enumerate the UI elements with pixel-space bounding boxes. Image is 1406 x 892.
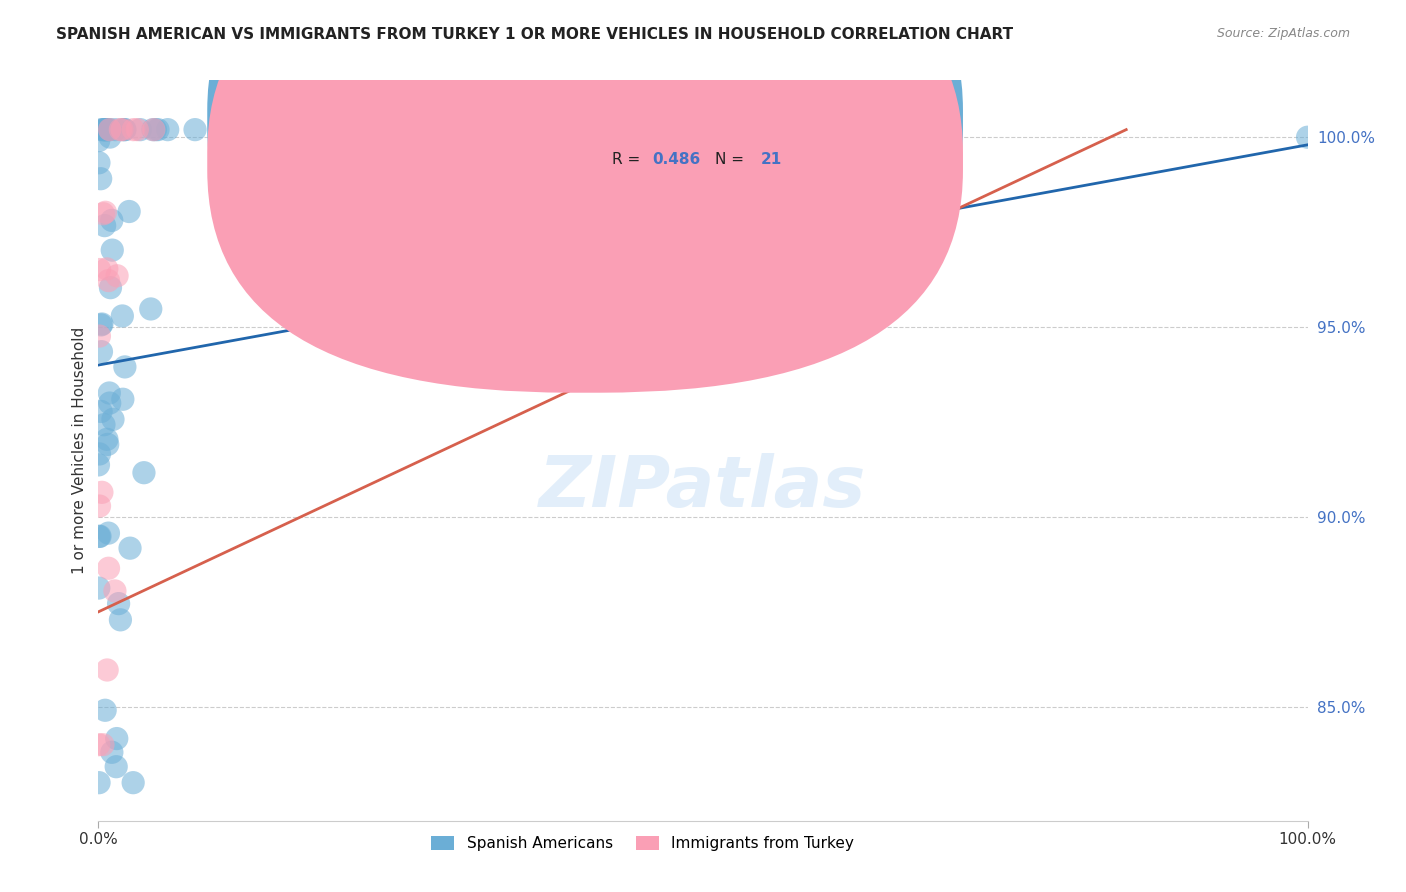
Point [87, 738, 110, 752]
Point [105, 731, 128, 746]
Point [97, 561, 120, 575]
Point [87, 529, 110, 543]
Point [87, 134, 110, 148]
Point [104, 583, 127, 598]
Point [142, 122, 165, 136]
Point [114, 122, 136, 136]
Point [90, 344, 112, 359]
Text: N =: N = [716, 152, 744, 167]
Point [97, 122, 120, 136]
Point [127, 122, 149, 136]
Point [122, 122, 145, 136]
Text: R =: R = [613, 110, 645, 125]
Point [114, 122, 136, 136]
Point [90, 171, 112, 186]
Point [94, 703, 117, 717]
Point [98, 396, 121, 410]
Point [96, 432, 118, 446]
Point [104, 122, 127, 136]
Point [105, 760, 128, 774]
Point [89, 329, 111, 343]
Point [97, 122, 120, 136]
Point [87, 155, 110, 169]
Text: 59: 59 [761, 110, 782, 125]
Point [129, 122, 152, 136]
Point [93, 207, 115, 221]
Point [110, 613, 132, 627]
Point [93, 417, 115, 432]
Point [97, 437, 120, 451]
Point [111, 309, 134, 323]
Point [111, 392, 134, 407]
Point [94, 122, 117, 136]
Point [118, 204, 141, 219]
Point [156, 122, 179, 136]
Point [97, 274, 120, 288]
Point [142, 122, 165, 136]
Point [87, 458, 110, 472]
Point [139, 301, 162, 316]
Point [145, 122, 167, 136]
Point [91, 738, 114, 752]
Point [90, 122, 112, 136]
Point [90, 318, 112, 332]
Point [89, 529, 111, 543]
Point [101, 213, 124, 227]
Point [110, 122, 132, 136]
Text: 0.317: 0.317 [652, 110, 700, 125]
Point [97, 526, 120, 541]
FancyBboxPatch shape [546, 95, 908, 187]
Point [87, 775, 110, 789]
Point [101, 243, 124, 257]
Text: 21: 21 [761, 152, 782, 167]
Point [96, 663, 118, 677]
Point [93, 219, 115, 233]
Point [111, 122, 134, 136]
Text: ZIPatlas: ZIPatlas [540, 453, 866, 522]
Point [107, 597, 129, 611]
Point [87, 581, 110, 595]
Point [111, 122, 134, 136]
FancyBboxPatch shape [207, 0, 963, 351]
Point [118, 541, 141, 556]
Point [132, 466, 155, 480]
Point [90, 404, 112, 418]
Point [114, 359, 136, 374]
Point [105, 268, 128, 283]
Point [100, 280, 122, 294]
Point [94, 205, 117, 219]
Point [91, 122, 114, 136]
FancyBboxPatch shape [207, 0, 963, 392]
Point [146, 122, 169, 136]
Point [89, 499, 111, 513]
Text: N =: N = [716, 110, 744, 125]
Point [101, 745, 124, 759]
Point [122, 775, 145, 789]
Point [90, 485, 112, 500]
Point [98, 130, 121, 145]
Point [184, 122, 207, 136]
Y-axis label: 1 or more Vehicles in Household: 1 or more Vehicles in Household [72, 326, 87, 574]
Point [886, 130, 908, 145]
Text: Source: ZipAtlas.com: Source: ZipAtlas.com [1216, 27, 1350, 40]
Point [101, 412, 124, 426]
Point [94, 122, 117, 136]
Point [96, 261, 118, 276]
Point [1296, 130, 1319, 145]
Point [98, 122, 121, 136]
Text: 0.486: 0.486 [652, 152, 700, 167]
Point [94, 122, 117, 136]
Text: SPANISH AMERICAN VS IMMIGRANTS FROM TURKEY 1 OR MORE VEHICLES IN HOUSEHOLD CORRE: SPANISH AMERICAN VS IMMIGRANTS FROM TURK… [56, 27, 1014, 42]
Point [89, 262, 111, 277]
Point [91, 317, 114, 331]
Legend: Spanish Americans, Immigrants from Turkey: Spanish Americans, Immigrants from Turke… [426, 830, 859, 857]
Point [98, 386, 121, 401]
Point [93, 122, 115, 136]
Point [89, 447, 111, 461]
Text: R =: R = [613, 152, 645, 167]
Point [98, 122, 121, 136]
